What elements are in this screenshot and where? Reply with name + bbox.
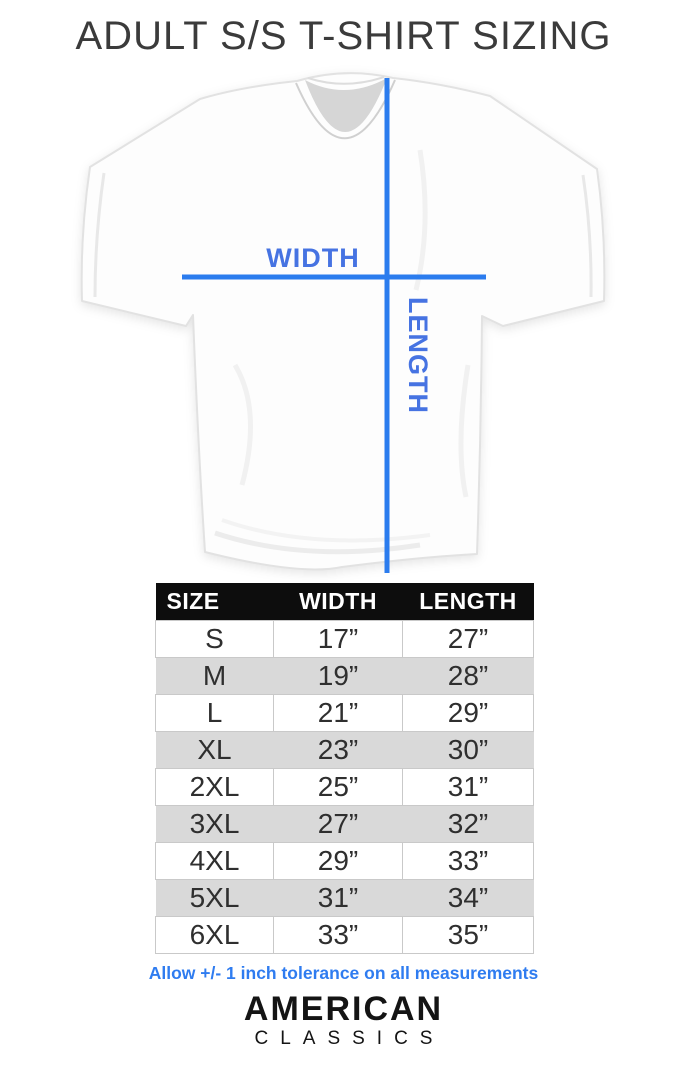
- size-cell: S: [155, 619, 274, 658]
- width-cell: 33”: [273, 915, 403, 954]
- size-cell: L: [155, 693, 274, 732]
- right-sleeve-seam: [581, 174, 593, 298]
- length-cell: 33”: [402, 841, 534, 880]
- width-cell: 29”: [273, 841, 403, 880]
- length-cell: 29”: [402, 693, 534, 732]
- brand-name-classics: CLASSICS: [254, 1028, 445, 1049]
- left-sleeve-seam: [93, 172, 106, 298]
- tshirt-silhouette: [80, 72, 606, 571]
- size-cell: 4XL: [155, 841, 274, 880]
- length-cell: 34”: [402, 878, 534, 917]
- brand-name-american: AMERICAN: [243, 990, 444, 1028]
- brand-logo: AMERICAN CLASSICS: [0, 990, 687, 1050]
- length-cell: 28”: [402, 656, 534, 695]
- collar-outline: [295, 79, 396, 140]
- length-cell: 27”: [402, 619, 534, 658]
- width-cell: 27”: [273, 804, 403, 843]
- size-cell: 5XL: [155, 878, 274, 917]
- width-cell: 19”: [273, 656, 403, 695]
- width-cell: 21”: [273, 693, 403, 732]
- hem-fold-highlight: [221, 518, 431, 543]
- size-cell: M: [155, 656, 274, 695]
- length-cell: 32”: [402, 804, 534, 843]
- size-cell: 6XL: [155, 915, 274, 954]
- column-header-width: WIDTH: [273, 583, 403, 620]
- size-table: SIZE WIDTH LENGTH S 17” 27” M 19” 28” L …: [155, 583, 534, 954]
- width-cell: 17”: [273, 619, 403, 658]
- tshirt-illustration: [80, 72, 606, 573]
- size-cell: 2XL: [155, 767, 274, 806]
- width-label: WIDTH: [266, 243, 360, 273]
- column-header-size: SIZE: [155, 583, 274, 620]
- length-cell: 31”: [402, 767, 534, 806]
- table-row: 4XL 29” 33”: [155, 841, 534, 880]
- table-row: 5XL 31” 34”: [155, 878, 534, 917]
- table-row: XL 23” 30”: [155, 730, 534, 769]
- length-label: LENGTH: [403, 297, 433, 414]
- table-row: 3XL 27” 32”: [155, 804, 534, 843]
- table-row: 2XL 25” 31”: [155, 767, 534, 806]
- length-cell: 30”: [402, 730, 534, 769]
- wrinkle-shading: [458, 364, 471, 498]
- table-row: S 17” 27”: [155, 619, 534, 658]
- wrinkle-shading: [232, 363, 254, 486]
- width-measure-line: [182, 274, 486, 280]
- table-row: M 19” 28”: [155, 656, 534, 695]
- length-measure-line: [384, 78, 390, 573]
- tolerance-note: Allow +/- 1 inch tolerance on all measur…: [148, 963, 539, 983]
- width-cell: 23”: [273, 730, 403, 769]
- page-title: ADULT S/S T-SHIRT SIZING: [75, 14, 612, 58]
- table-row: L 21” 29”: [155, 693, 534, 732]
- column-header-length: LENGTH: [402, 583, 534, 620]
- width-cell: 31”: [273, 878, 403, 917]
- width-cell: 25”: [273, 767, 403, 806]
- collar-inner: [305, 78, 387, 133]
- collar-band: [307, 76, 385, 85]
- length-cell: 35”: [402, 915, 534, 954]
- size-cell: 3XL: [155, 804, 274, 843]
- size-table-header-row: SIZE WIDTH LENGTH: [155, 583, 534, 620]
- size-cell: XL: [155, 730, 274, 769]
- hem-fold-shading: [214, 530, 421, 555]
- table-row: 6XL 33” 35”: [155, 915, 534, 954]
- tshirt-measurement-diagram: WIDTH LENGTH: [0, 65, 687, 580]
